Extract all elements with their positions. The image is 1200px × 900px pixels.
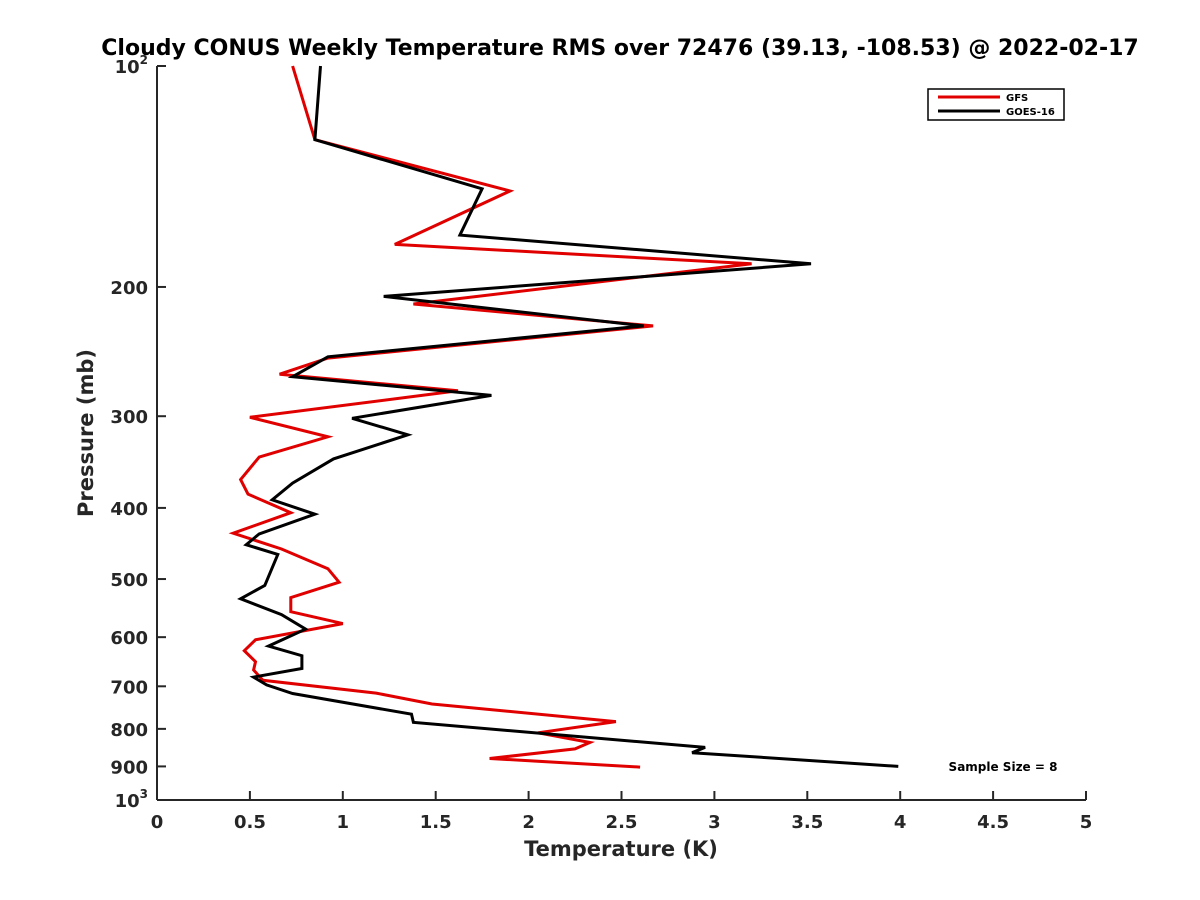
x-tick-label: 3.5 <box>791 812 823 833</box>
series-layer <box>228 65 899 769</box>
chart-title: Cloudy CONUS Weekly Temperature RMS over… <box>101 36 1138 61</box>
legend-label-goes16: GOES-16 <box>1006 107 1055 118</box>
y-tick-label: 300 <box>110 407 148 428</box>
x-tick-label: 1.5 <box>420 812 452 833</box>
y-tick-label: 800 <box>110 720 148 741</box>
y-axis-label: Pressure (mb) <box>74 349 98 517</box>
x-tick-group: 0 0.5 1 1.5 2 2.5 3 3.5 4 4.5 5 <box>151 791 1093 833</box>
y-tick-label: 400 <box>110 499 148 520</box>
y-tick-label: 900 <box>110 757 148 778</box>
x-tick-label: 4 <box>894 812 907 833</box>
x-tick-label: 2 <box>522 812 535 833</box>
axes <box>156 66 1086 801</box>
y-tick-label: 700 <box>110 677 148 698</box>
y-tick-group: 102 200 300 400 500 600 700 800 900 103 <box>110 53 166 812</box>
y-tick-label: 500 <box>110 570 148 591</box>
y-tick-label: 102 <box>115 53 148 78</box>
y-tick-label: 600 <box>110 628 148 649</box>
legend: GFS GOES-16 <box>927 88 1065 121</box>
y-tick-label: 103 <box>115 787 148 812</box>
x-tick-label: 5 <box>1080 812 1093 833</box>
x-tick-label: 0 <box>151 812 164 833</box>
legend-box <box>927 88 1065 121</box>
x-tick-label: 3 <box>708 812 721 833</box>
sample-size-note: Sample Size = 8 <box>949 760 1058 774</box>
y-tick-label: 200 <box>110 278 148 299</box>
legend-label-gfs: GFS <box>1006 93 1028 104</box>
series-line-gfs <box>228 65 752 769</box>
x-tick-label: 4.5 <box>977 812 1009 833</box>
x-tick-label: 0.5 <box>234 812 266 833</box>
x-tick-label: 2.5 <box>606 812 638 833</box>
series-line-goes16 <box>237 65 899 768</box>
x-axis-label: Temperature (K) <box>524 837 718 861</box>
x-tick-label: 1 <box>337 812 350 833</box>
